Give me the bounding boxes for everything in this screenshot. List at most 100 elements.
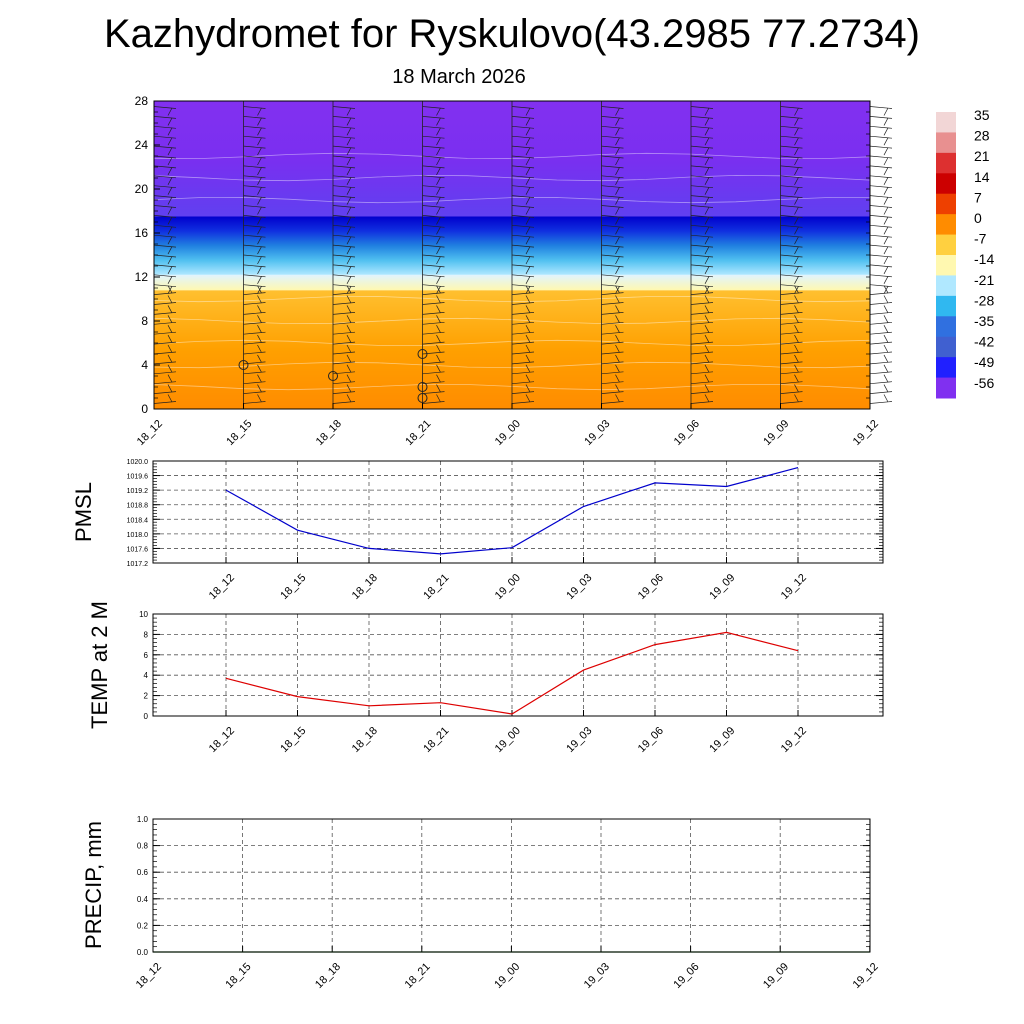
y-tick-label: 0.0 bbox=[137, 948, 149, 957]
wind-barb bbox=[346, 305, 352, 314]
wind-barb bbox=[257, 137, 262, 146]
wind-barb bbox=[422, 371, 445, 375]
wind-barb bbox=[257, 354, 262, 363]
wind-barb bbox=[167, 276, 173, 284]
wind-barb bbox=[257, 127, 262, 136]
wind-barb bbox=[167, 137, 173, 146]
wind-barb bbox=[153, 361, 177, 365]
wind-barb bbox=[153, 106, 177, 109]
wind-barb bbox=[869, 165, 893, 169]
wind-barb bbox=[525, 295, 531, 304]
wind-barb bbox=[257, 325, 262, 333]
x-tick-label: 19_12 bbox=[851, 961, 881, 991]
wind-barb bbox=[332, 254, 356, 258]
wind-barb bbox=[436, 295, 441, 304]
wind-barb bbox=[346, 266, 352, 275]
wind-barb bbox=[601, 264, 624, 268]
wind-barb bbox=[257, 157, 262, 166]
wind-barb bbox=[153, 331, 177, 335]
wind-barb bbox=[704, 216, 710, 225]
colorbar-label: -14 bbox=[974, 251, 994, 267]
wind-barb bbox=[346, 216, 352, 225]
wind-barb bbox=[167, 196, 173, 205]
wind-barb bbox=[436, 236, 441, 245]
wind-barb bbox=[794, 364, 799, 373]
wind-barb bbox=[257, 394, 262, 403]
wind-barb bbox=[346, 374, 352, 383]
wind-barb bbox=[346, 177, 352, 185]
x-tick-label: 19_06 bbox=[672, 418, 702, 448]
wind-barb bbox=[869, 331, 893, 335]
wind-barb bbox=[780, 135, 803, 139]
wind-barb bbox=[332, 331, 356, 335]
wind-barb bbox=[883, 216, 889, 225]
colorbar-label: -35 bbox=[974, 313, 994, 329]
wind-barb bbox=[332, 341, 356, 345]
wind-barb bbox=[615, 295, 620, 304]
wind-barb bbox=[346, 394, 352, 403]
wind-barb bbox=[615, 246, 620, 255]
wind-barb bbox=[883, 384, 889, 393]
wind-barb bbox=[346, 384, 352, 393]
wind-barb bbox=[153, 292, 177, 295]
temp-2m-series-line bbox=[225, 631, 799, 715]
wind-barb bbox=[883, 305, 889, 314]
y-tick-label: 1018.4 bbox=[127, 517, 149, 524]
wind-barb bbox=[167, 315, 173, 323]
wind-barb bbox=[690, 341, 714, 345]
wind-barb bbox=[436, 246, 441, 255]
wind-barb bbox=[704, 196, 710, 205]
wind-barb bbox=[883, 354, 889, 363]
x-tick-label: 19_12 bbox=[851, 418, 881, 448]
wind-barb bbox=[436, 256, 441, 265]
wind-barb bbox=[436, 374, 441, 383]
cloud-marker bbox=[238, 360, 249, 370]
wind-barb bbox=[243, 244, 266, 248]
wind-barb bbox=[422, 254, 445, 258]
colorbar-swatch bbox=[936, 357, 956, 379]
wind-barb bbox=[883, 394, 889, 403]
wind-barb bbox=[153, 284, 177, 288]
wind-barb bbox=[615, 384, 620, 393]
wind-barb bbox=[690, 165, 714, 169]
wind-barb bbox=[332, 264, 356, 268]
wind-barb bbox=[780, 125, 803, 129]
wind-barb bbox=[704, 226, 710, 235]
wind-barb bbox=[690, 175, 714, 179]
wind-barb bbox=[511, 215, 535, 218]
wind-barb bbox=[257, 344, 262, 353]
colorbar-label: -42 bbox=[974, 334, 994, 350]
wind-barb bbox=[511, 145, 535, 149]
wind-barb bbox=[883, 157, 889, 166]
wind-barb bbox=[332, 195, 356, 198]
wind-barb bbox=[511, 135, 535, 139]
wind-barb bbox=[780, 145, 803, 149]
wind-barb bbox=[243, 135, 266, 139]
wind-barb bbox=[690, 321, 714, 325]
x-tick-label: 18_18 bbox=[350, 572, 380, 602]
wind-barb bbox=[869, 145, 893, 149]
wind-barb bbox=[780, 264, 803, 268]
wind-barb bbox=[794, 325, 799, 333]
wind-barb bbox=[525, 137, 531, 146]
wind-barb bbox=[167, 167, 173, 176]
wind-barb bbox=[601, 401, 624, 404]
wind-barb bbox=[780, 391, 803, 394]
wind-barb bbox=[615, 305, 620, 314]
wind-barb bbox=[794, 117, 799, 126]
wind-barb bbox=[601, 195, 624, 198]
wind-barb bbox=[243, 321, 266, 325]
y-axis-label: TEMP at 2 M bbox=[87, 601, 112, 729]
chart-subtitle: 18 March 2026 bbox=[392, 66, 526, 88]
wind-barb bbox=[257, 256, 262, 265]
wind-barb bbox=[243, 361, 266, 365]
wind-barb bbox=[332, 312, 356, 315]
wind-barb bbox=[257, 364, 262, 373]
wind-barb bbox=[243, 145, 266, 149]
wind-barb bbox=[615, 236, 620, 245]
wind-barb bbox=[332, 116, 356, 119]
wind-barb bbox=[615, 196, 620, 205]
wind-barb bbox=[869, 224, 893, 228]
wind-barb bbox=[422, 175, 445, 179]
wind-barb bbox=[243, 205, 266, 208]
